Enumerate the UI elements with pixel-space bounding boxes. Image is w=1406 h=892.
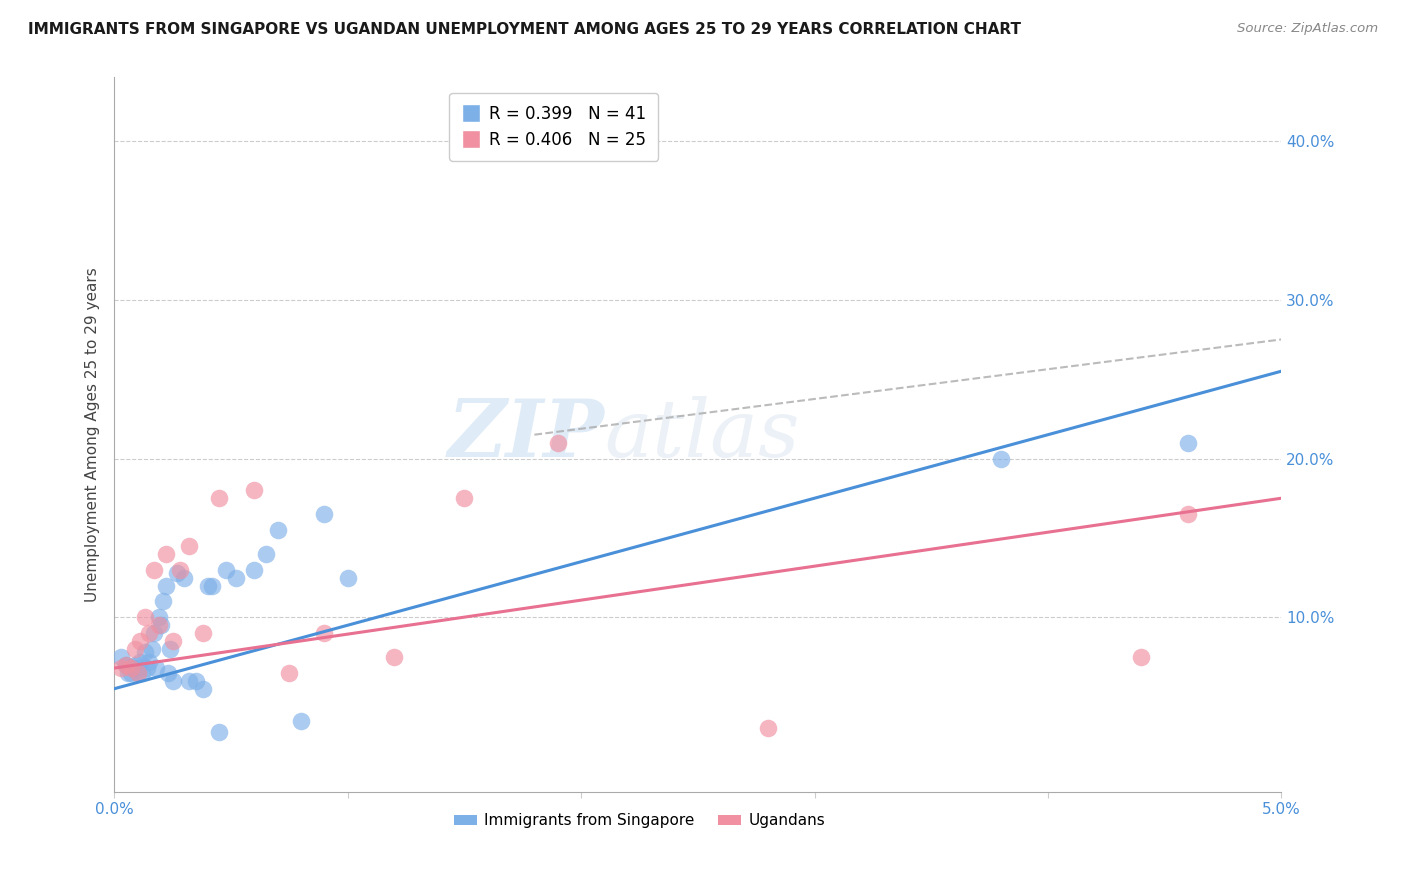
Point <box>138 655 160 669</box>
Point <box>134 610 156 624</box>
Text: ZIP: ZIP <box>447 396 605 474</box>
Point <box>135 661 157 675</box>
Point <box>191 681 214 696</box>
Point <box>159 642 181 657</box>
Point <box>162 634 184 648</box>
Point <box>453 491 475 506</box>
Point <box>110 650 132 665</box>
Point <box>145 661 167 675</box>
Point <box>138 626 160 640</box>
Point <box>142 563 165 577</box>
Point <box>124 642 146 657</box>
Point <box>121 661 143 675</box>
Point <box>314 626 336 640</box>
Point <box>314 507 336 521</box>
Point <box>155 547 177 561</box>
Point <box>173 571 195 585</box>
Point <box>148 618 170 632</box>
Point <box>208 491 231 506</box>
Point <box>336 571 359 585</box>
Point <box>120 661 142 675</box>
Point <box>152 594 174 608</box>
Point <box>169 563 191 577</box>
Point <box>141 642 163 657</box>
Point <box>208 724 231 739</box>
Point <box>127 665 149 680</box>
Point <box>278 665 301 680</box>
Point <box>166 566 188 580</box>
Point <box>756 722 779 736</box>
Point <box>142 626 165 640</box>
Point <box>197 578 219 592</box>
Point <box>131 665 153 680</box>
Point <box>243 483 266 498</box>
Point <box>155 578 177 592</box>
Point <box>115 657 138 672</box>
Point <box>127 661 149 675</box>
Text: atlas: atlas <box>605 396 800 474</box>
Point <box>382 650 405 665</box>
Point <box>1177 507 1199 521</box>
Point <box>243 563 266 577</box>
Point <box>148 610 170 624</box>
Point <box>201 578 224 592</box>
Point <box>117 665 139 680</box>
Point <box>115 657 138 672</box>
Point <box>1130 650 1153 665</box>
Point <box>266 523 288 537</box>
Text: IMMIGRANTS FROM SINGAPORE VS UGANDAN UNEMPLOYMENT AMONG AGES 25 TO 29 YEARS CORR: IMMIGRANTS FROM SINGAPORE VS UGANDAN UNE… <box>28 22 1021 37</box>
Point <box>990 451 1012 466</box>
Point <box>127 665 149 680</box>
Point <box>177 539 200 553</box>
Legend: Immigrants from Singapore, Ugandans: Immigrants from Singapore, Ugandans <box>447 807 831 834</box>
Point <box>177 673 200 688</box>
Y-axis label: Unemployment Among Ages 25 to 29 years: Unemployment Among Ages 25 to 29 years <box>86 268 100 602</box>
Point <box>191 626 214 640</box>
Point <box>254 547 277 561</box>
Text: Source: ZipAtlas.com: Source: ZipAtlas.com <box>1237 22 1378 36</box>
Point <box>149 618 172 632</box>
Point <box>162 673 184 688</box>
Point <box>110 661 132 675</box>
Point <box>225 571 247 585</box>
Point <box>124 657 146 672</box>
Point <box>128 655 150 669</box>
Point <box>156 665 179 680</box>
Point <box>215 563 238 577</box>
Point <box>184 673 207 688</box>
Point <box>120 665 142 680</box>
Point <box>134 645 156 659</box>
Point <box>547 435 569 450</box>
Point <box>1177 435 1199 450</box>
Point <box>290 714 312 728</box>
Point <box>128 634 150 648</box>
